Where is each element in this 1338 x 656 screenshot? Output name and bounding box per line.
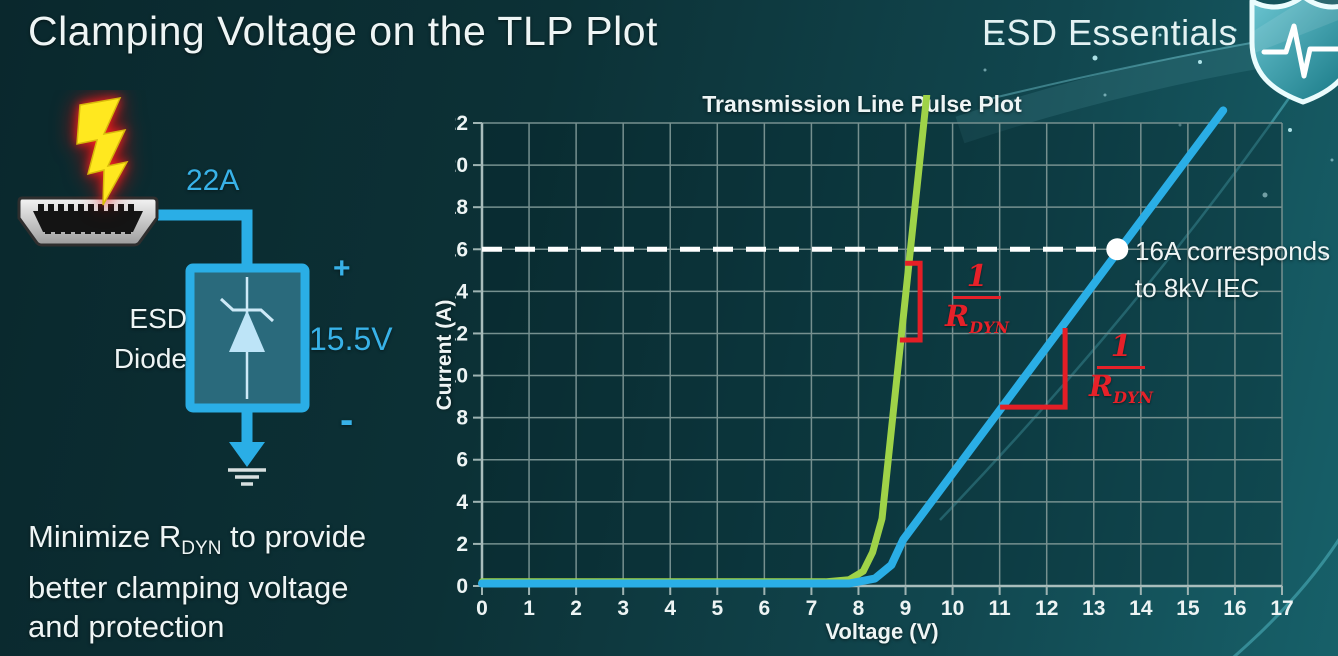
svg-text:14: 14 [1129,597,1153,620]
svg-text:0: 0 [476,597,488,620]
svg-text:18: 18 [455,196,468,219]
ground-icon [228,408,266,486]
caption-line3: and protection [28,609,225,645]
svg-text:3: 3 [617,597,629,620]
device-name-label: ESD Diode [95,299,187,379]
svg-text:12: 12 [1035,597,1058,620]
svg-text:4: 4 [456,491,468,514]
x-axis-label: Voltage (V) [825,619,939,644]
lightning-icon [76,97,129,206]
caption-line2: better clamping voltage [28,570,349,606]
brand-name: ESD Essentials [982,12,1238,53]
svg-text:20: 20 [455,154,468,177]
minus-polarity-label: - [340,398,354,442]
esd-diagram [17,97,310,486]
rdyn-fraction-green: 1 RDYN [944,259,1010,337]
hdmi-connector-icon [17,196,159,247]
takeaway-caption: Minimize RDYN to provide better clamping… [28,517,366,646]
svg-text:22: 22 [455,112,468,135]
caption-line1: Minimize RDYN to provide [28,519,367,560]
svg-text:8: 8 [853,597,865,620]
svg-text:2: 2 [570,597,582,620]
tlp-plot: 0123456789101112131415161702468101214161… [455,95,1294,620]
wire [158,209,253,270]
svg-text:9: 9 [900,597,912,620]
svg-text:7: 7 [806,597,818,620]
plus-polarity-label: + [333,252,351,285]
clamping-voltage-label: 15.5V [309,321,393,357]
device-name-line1: ESD [129,303,187,334]
y-axis-label: Current (A) [433,299,456,411]
surge-current-label: 22A [186,164,240,197]
svg-text:12: 12 [455,322,468,345]
svg-text:6: 6 [759,597,771,620]
marker-annotation: 16A corresponds to 8kV IEC [1135,236,1331,303]
svg-text:0: 0 [456,575,468,598]
rdyn-fraction-blue: 1 RDYN [1088,329,1154,407]
svg-text:10: 10 [455,365,468,388]
device-name-line2: Diode [113,343,187,374]
svg-text:6: 6 [456,449,468,472]
svg-text:13: 13 [1082,597,1105,620]
shield-pulse-icon [1249,0,1338,105]
svg-text:2: 2 [456,533,468,556]
svg-text:5: 5 [711,597,723,620]
svg-text:10: 10 [941,597,964,620]
page-title: Clamping Voltage on the TLP Plot [28,8,658,54]
chart-title: Transmission Line Pulse Plot [702,91,1022,117]
svg-text:4: 4 [664,597,676,620]
svg-text:15: 15 [1176,597,1200,620]
svg-text:14: 14 [455,280,468,303]
esd-diode-symbol [185,263,310,413]
svg-text:16: 16 [455,238,468,261]
svg-text:8: 8 [456,407,468,430]
svg-text:17: 17 [1270,597,1293,620]
svg-text:1: 1 [523,597,535,620]
svg-text:16: 16 [1223,597,1246,620]
svg-text:11: 11 [989,597,1012,620]
